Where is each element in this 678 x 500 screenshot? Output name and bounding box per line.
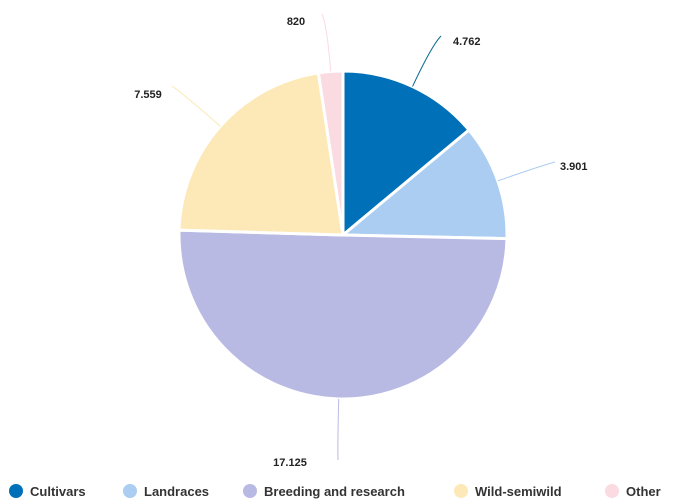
legend: Cultivars Landraces Breeding and research W… [9, 484, 661, 499]
legend-marker-landraces [123, 484, 137, 498]
legend-item-other[interactable]: Other [605, 484, 661, 499]
connector-breeding-and-research [337, 398, 340, 461]
legend-label-cultivars: Cultivars [30, 484, 86, 499]
connector-wild-semiwild [171, 85, 221, 127]
legend-item-cultivars[interactable]: Cultivars [9, 484, 86, 499]
legend-item-breeding-and-research[interactable]: Breeding and research [243, 484, 405, 499]
data-label-wild-semiwild: 7.559 [134, 89, 162, 101]
legend-marker-wild-semiwild [454, 484, 468, 498]
data-labels: 4.762 3.901 17.125 7.559 820 [134, 16, 587, 469]
legend-item-wild-semiwild[interactable]: Wild-semiwild [454, 484, 562, 499]
pie-slice-landraces[interactable] [341, 128, 509, 241]
legend-marker-other [605, 484, 619, 498]
connector-cultivars [412, 35, 442, 87]
legend-marker-cultivars [9, 484, 23, 498]
data-label-landraces: 3.901 [560, 161, 588, 173]
legend-label-wild-semiwild: Wild-semiwild [475, 484, 562, 499]
legend-marker-breeding-and-research [243, 484, 257, 498]
label-connectors [171, 13, 556, 461]
connector-other [321, 13, 332, 72]
legend-label-breeding-and-research: Breeding and research [264, 484, 405, 499]
legend-label-other: Other [626, 484, 661, 499]
pie-slice-wild-semiwild[interactable] [177, 71, 345, 237]
legend-label-landraces: Landraces [144, 484, 209, 499]
data-label-cultivars: 4.762 [453, 36, 481, 48]
data-label-other: 820 [287, 16, 305, 28]
data-label-breeding-and-research: 17.125 [273, 457, 307, 469]
connector-landraces [497, 161, 556, 182]
pie-slice-breeding-and-research[interactable] [177, 228, 509, 401]
pie-slices [177, 69, 509, 401]
legend-item-landraces[interactable]: Landraces [123, 484, 209, 499]
